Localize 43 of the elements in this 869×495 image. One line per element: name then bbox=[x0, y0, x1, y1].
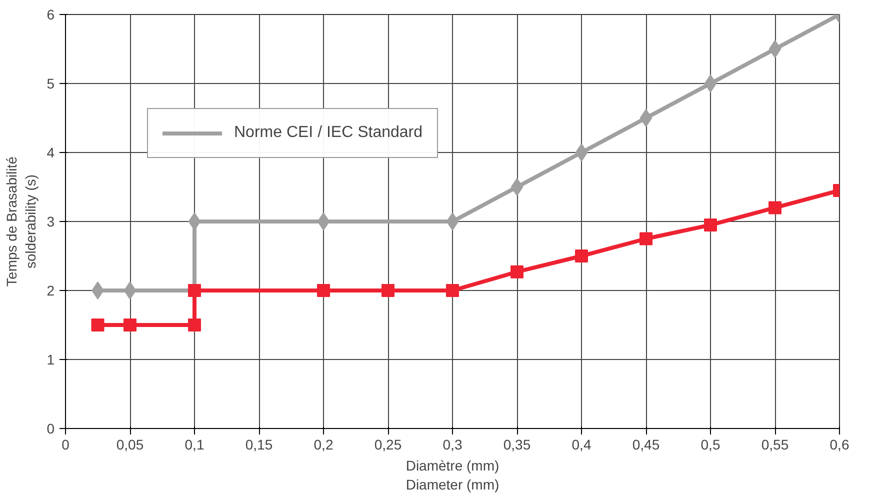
y-tick-label: 3 bbox=[46, 214, 55, 230]
point bbox=[317, 212, 330, 230]
x-tick-label: 0,15 bbox=[245, 436, 273, 452]
point bbox=[768, 201, 782, 214]
x-tick-label: 0,55 bbox=[761, 436, 789, 452]
point bbox=[575, 144, 588, 162]
x-tick-label: 0,5 bbox=[700, 436, 720, 452]
x-tick-label: 0,45 bbox=[632, 436, 660, 452]
point bbox=[768, 40, 782, 58]
point bbox=[382, 284, 394, 297]
y-tick-label: 1 bbox=[46, 352, 55, 368]
y-tick-label: 6 bbox=[46, 6, 55, 22]
point bbox=[188, 318, 201, 332]
x-tick-label: 0,25 bbox=[374, 436, 402, 452]
point bbox=[124, 318, 136, 332]
point bbox=[188, 284, 201, 297]
x-tick-label: 0,2 bbox=[314, 436, 334, 452]
y-tick-label: 2 bbox=[46, 282, 55, 298]
y-tick-label: 0 bbox=[46, 420, 55, 436]
legend-label: Norme CEI / IEC Standard bbox=[234, 124, 423, 142]
x-tick-label: 0,1 bbox=[184, 436, 204, 452]
point bbox=[640, 232, 652, 246]
y-axis-title: Temps de Brasabilité solderability (s) bbox=[4, 156, 39, 286]
x-tick-label: 0,05 bbox=[116, 436, 144, 452]
point bbox=[704, 218, 717, 232]
point bbox=[91, 318, 104, 332]
x-tick-label: 0,3 bbox=[442, 436, 462, 452]
x-tick-label: 0 bbox=[62, 436, 70, 452]
point bbox=[446, 284, 459, 297]
point bbox=[446, 212, 459, 230]
y-tick-label: 5 bbox=[46, 76, 55, 92]
x-axis-title: Diamètre (mm) Diameter (mm) bbox=[406, 458, 500, 493]
point bbox=[317, 284, 330, 297]
y-tick-label: 4 bbox=[46, 144, 55, 160]
x-tick-label: 0,4 bbox=[572, 436, 592, 452]
point bbox=[510, 178, 524, 196]
x-tick-label: 0,6 bbox=[830, 436, 850, 452]
point bbox=[124, 282, 136, 300]
x-tick-label: 0,35 bbox=[503, 436, 531, 452]
point bbox=[575, 250, 588, 262]
point bbox=[510, 265, 524, 278]
point bbox=[640, 109, 652, 127]
point bbox=[704, 74, 717, 92]
